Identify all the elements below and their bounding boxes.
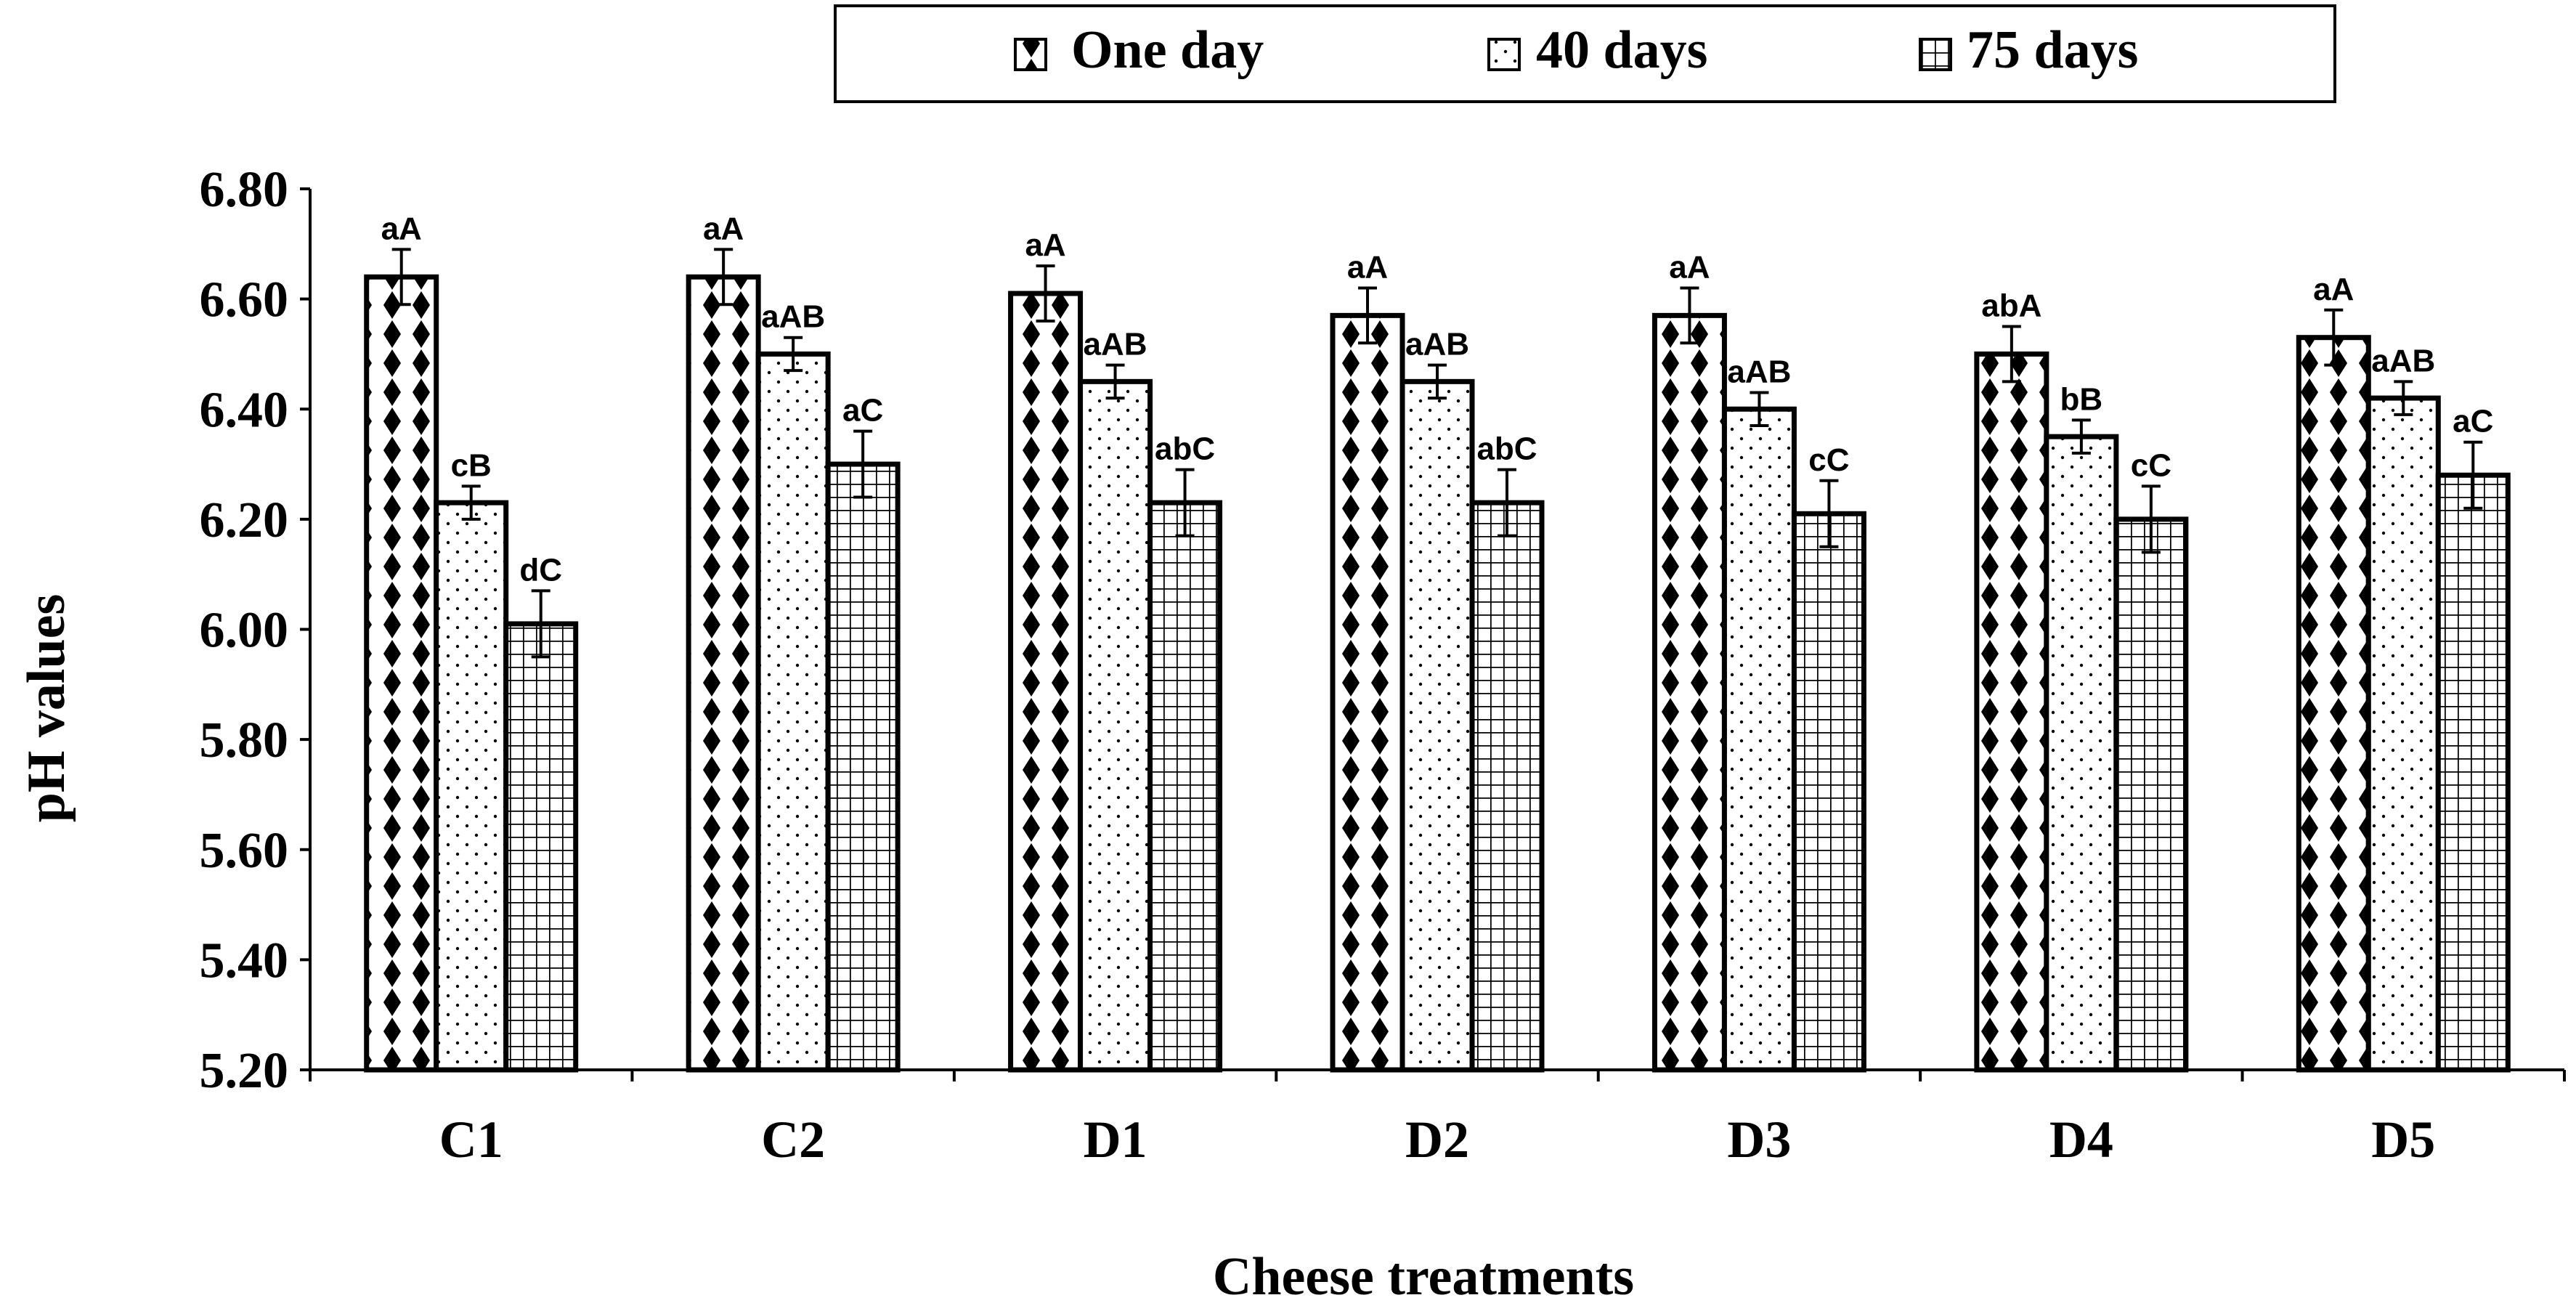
- significance-label-c1-series-2: dC: [519, 552, 562, 588]
- error-bars: [391, 248, 2483, 659]
- significance-label-d5-series-1: aAB: [2371, 343, 2435, 378]
- significance-label-c2-series-0: aA: [703, 211, 744, 246]
- bar-d4-series-1: [2044, 434, 2119, 1073]
- y-tick-label: 6.60: [200, 272, 289, 328]
- bars: [364, 274, 2511, 1073]
- bar-c1-series-1: [434, 500, 509, 1073]
- x-tick-label: C2: [761, 1111, 825, 1169]
- x-tick-label: D3: [1727, 1111, 1791, 1169]
- y-tick-label: 5.60: [200, 823, 289, 879]
- bar-d1-series-2: [1147, 500, 1223, 1073]
- bar-d4-series-0: [1974, 351, 2049, 1073]
- significance-labels: aA cB dC aA aAB aC aA aAB abC aA aAB abC aA aAB cC abA b…: [381, 211, 2494, 588]
- significance-label-d1-series-2: abC: [1155, 431, 1215, 467]
- y-tick-label: 6.20: [200, 492, 289, 548]
- significance-label-c2-series-2: aC: [842, 393, 883, 429]
- x-tick-label: D1: [1084, 1111, 1147, 1169]
- x-tick-label: D4: [2049, 1111, 2113, 1169]
- significance-label-c1-series-0: aA: [381, 211, 422, 246]
- bar-c1-series-2: [503, 621, 579, 1073]
- significance-label-d4-series-2: cC: [2131, 447, 2171, 483]
- legend-label-40-days: 40 days: [1536, 20, 1707, 80]
- legend-label-one-day: One day: [1071, 20, 1264, 80]
- y-tick-label: 6.80: [200, 162, 289, 218]
- bar-d3-series-2: [1791, 511, 1866, 1073]
- legend-frame: [834, 4, 2336, 103]
- significance-label-c2-series-1: aAB: [761, 299, 825, 335]
- significance-label-d4-series-1: bB: [2060, 381, 2103, 417]
- significance-label-d2-series-1: aAB: [1405, 327, 1469, 362]
- significance-label-d3-series-1: aAB: [1727, 354, 1791, 390]
- significance-label-d4-series-0: abA: [1981, 288, 2041, 324]
- x-axis-title: Cheese treatments: [1213, 1247, 1634, 1307]
- bar-d5-series-1: [2365, 395, 2441, 1073]
- bar-c2-series-1: [755, 351, 831, 1073]
- x-tick-label: D2: [1405, 1111, 1469, 1169]
- bar-c2-series-2: [825, 461, 901, 1073]
- bar-d1-series-0: [1008, 291, 1084, 1073]
- significance-label-d5-series-0: aA: [2313, 272, 2354, 307]
- legend-swatch-one-day: [1014, 38, 1047, 71]
- significance-label-d2-series-2: abC: [1476, 431, 1537, 467]
- bar-d5-series-0: [2296, 335, 2371, 1073]
- bar-d2-series-0: [1330, 312, 1405, 1073]
- y-tick-label: 5.40: [200, 933, 289, 989]
- x-ticks: C1 C2 D1 D2 D3 D4 D5: [309, 1070, 2566, 1169]
- significance-label-d3-series-0: aA: [1669, 249, 1710, 285]
- legend-label-75-days: 75 days: [1967, 20, 2138, 80]
- significance-label-d5-series-2: aC: [2453, 404, 2493, 439]
- y-axis-title: pH values: [17, 594, 76, 823]
- significance-label-c1-series-1: cB: [451, 447, 492, 483]
- bar-d1-series-1: [1078, 378, 1153, 1073]
- bar-d5-series-2: [2435, 472, 2511, 1073]
- bar-d2-series-2: [1469, 500, 1545, 1073]
- y-tick-label: 6.00: [200, 603, 289, 659]
- x-tick-label: C1: [439, 1111, 503, 1169]
- significance-label-d3-series-2: cC: [1808, 442, 1849, 478]
- significance-label-d1-series-1: aAB: [1084, 327, 1147, 362]
- legend-swatch-40-days: [1487, 38, 1521, 71]
- bar-d4-series-2: [2113, 516, 2189, 1073]
- x-tick-label: D5: [2371, 1111, 2435, 1169]
- legend-swatch-75-days: [1919, 38, 1952, 71]
- legend: One day 40 days 75 days: [834, 4, 2336, 103]
- y-tick-label: 6.40: [200, 382, 289, 438]
- bar-c2-series-0: [686, 274, 761, 1073]
- significance-label-d2-series-0: aA: [1347, 249, 1388, 285]
- bar-c1-series-0: [364, 274, 439, 1073]
- bar-d3-series-1: [1721, 406, 1797, 1073]
- bar-d2-series-1: [1399, 378, 1475, 1073]
- significance-label-d1-series-0: aA: [1025, 227, 1065, 263]
- y-ticks: 5.20 5.40 5.60 5.80 6.00 6.20 6.40 6.60 6.80: [200, 162, 310, 1099]
- y-tick-label: 5.20: [200, 1043, 289, 1099]
- bar-d3-series-0: [1651, 312, 1727, 1073]
- y-tick-label: 5.80: [200, 713, 289, 768]
